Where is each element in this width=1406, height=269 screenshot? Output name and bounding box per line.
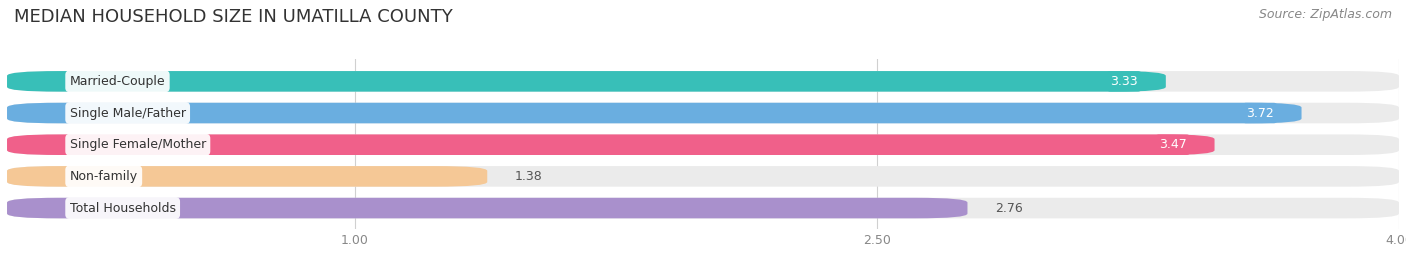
FancyBboxPatch shape [7,134,1399,155]
FancyBboxPatch shape [7,71,1166,92]
Text: 3.72: 3.72 [1246,107,1274,119]
Text: Single Female/Mother: Single Female/Mother [70,138,205,151]
Text: 2.76: 2.76 [995,201,1024,215]
FancyBboxPatch shape [7,198,1399,218]
Text: 1.38: 1.38 [515,170,543,183]
Text: 3.33: 3.33 [1111,75,1137,88]
FancyBboxPatch shape [7,103,1302,123]
Text: Total Households: Total Households [70,201,176,215]
FancyBboxPatch shape [7,166,1399,187]
FancyBboxPatch shape [7,134,1215,155]
FancyBboxPatch shape [7,198,967,218]
FancyBboxPatch shape [7,166,488,187]
FancyBboxPatch shape [7,71,1399,92]
Text: Source: ZipAtlas.com: Source: ZipAtlas.com [1258,8,1392,21]
Text: Single Male/Father: Single Male/Father [70,107,186,119]
Text: MEDIAN HOUSEHOLD SIZE IN UMATILLA COUNTY: MEDIAN HOUSEHOLD SIZE IN UMATILLA COUNTY [14,8,453,26]
Text: Non-family: Non-family [70,170,138,183]
Text: 3.47: 3.47 [1159,138,1187,151]
FancyBboxPatch shape [7,103,1399,123]
Text: Married-Couple: Married-Couple [70,75,166,88]
